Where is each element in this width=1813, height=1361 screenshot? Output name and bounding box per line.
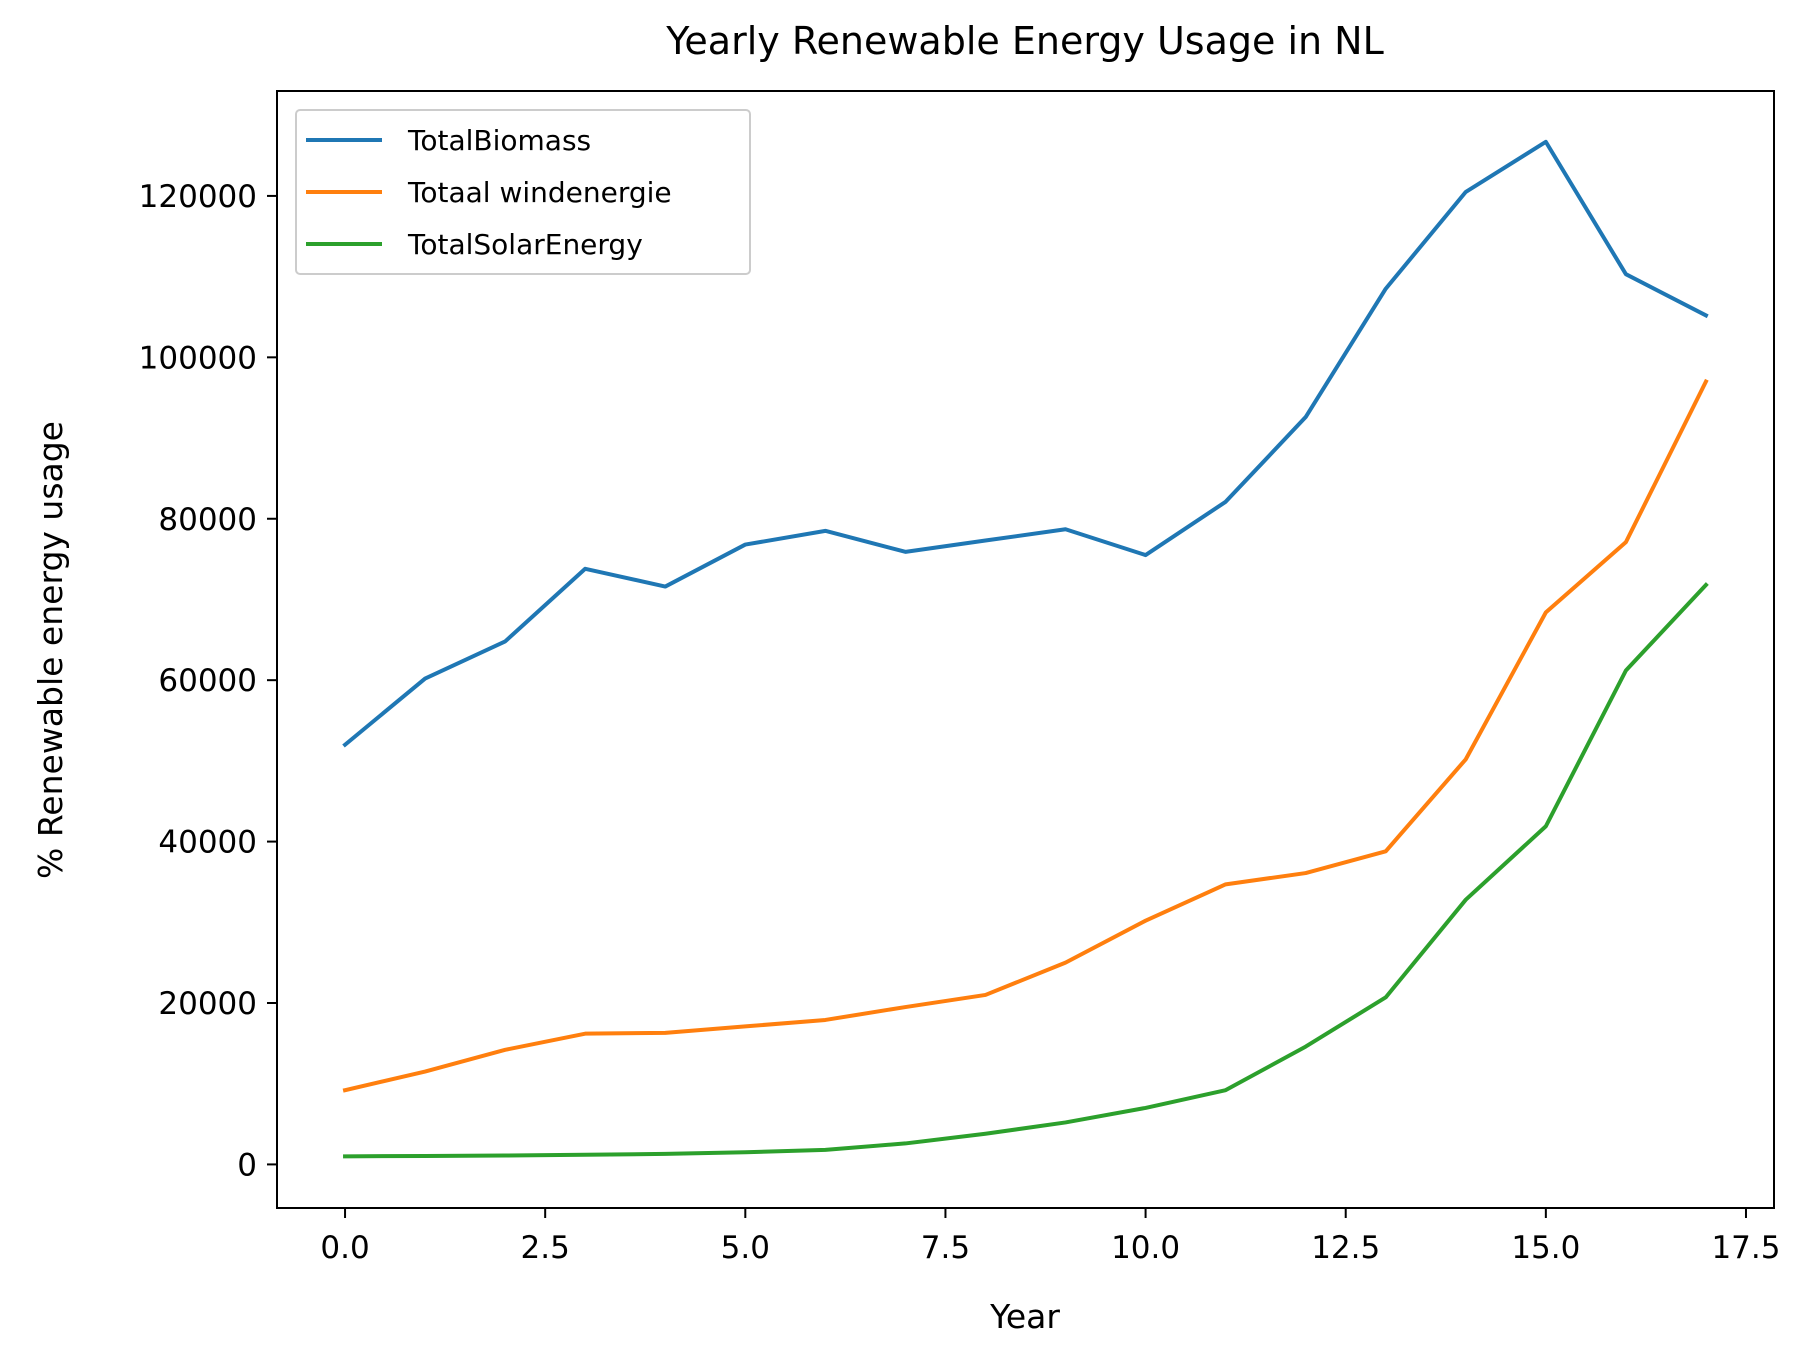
x-tick-label-2: 5.0 xyxy=(721,1230,770,1266)
x-tick-label-6: 15.0 xyxy=(1511,1230,1580,1266)
legend: TotalBiomass Totaal windenergie TotalSolar… xyxy=(295,109,751,275)
legend-frame xyxy=(295,109,751,275)
x-tick-label-4: 10.0 xyxy=(1111,1230,1180,1266)
x-axis-label: Year xyxy=(989,1297,1060,1336)
x-tick-label-7: 17.5 xyxy=(1711,1230,1780,1266)
series-line-1 xyxy=(342,378,1709,1093)
y-tick-label-5: 100000 xyxy=(139,340,257,376)
y-tick-label-0: 0 xyxy=(237,1147,257,1183)
series-line-0 xyxy=(342,139,1709,748)
plot-area xyxy=(276,90,1775,1209)
y-tick-label-3: 60000 xyxy=(158,663,257,699)
x-tick-label-3: 7.5 xyxy=(921,1230,970,1266)
chart-title: Yearly Renewable Energy Usage in NL xyxy=(665,19,1384,63)
y-axis-label: % Renewable energy usage xyxy=(31,421,70,879)
y-axis: 0 20000 40000 60000 80000 100000 120000 xyxy=(139,179,277,1183)
x-tick-label-1: 2.5 xyxy=(521,1230,570,1266)
legend-label-0: TotalBiomass xyxy=(407,124,591,157)
series-line-2 xyxy=(343,582,1709,1159)
y-tick-label-1: 20000 xyxy=(158,986,257,1022)
y-tick-label-2: 40000 xyxy=(158,825,257,861)
y-tick-label-6: 120000 xyxy=(139,179,257,215)
legend-label-2: TotalSolarEnergy xyxy=(407,228,643,261)
x-axis: 0.0 2.5 5.0 7.5 10.0 12.5 15.0 17.5 xyxy=(320,1208,1780,1266)
legend-label-1: Totaal windenergie xyxy=(407,176,672,209)
x-tick-label-0: 0.0 xyxy=(320,1230,369,1266)
x-tick-label-5: 12.5 xyxy=(1311,1230,1380,1266)
legend-items: TotalBiomass Totaal windenergie TotalSolar… xyxy=(306,124,672,261)
y-tick-label-4: 80000 xyxy=(158,502,257,538)
plot-frame xyxy=(276,90,1775,1209)
series-layer xyxy=(342,139,1709,1159)
